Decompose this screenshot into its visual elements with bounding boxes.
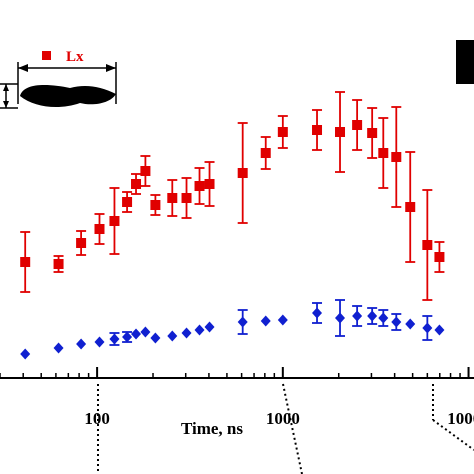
data-point <box>109 333 120 345</box>
data-point <box>312 307 323 319</box>
data-point <box>109 216 120 226</box>
data-point <box>20 348 31 360</box>
data-point <box>335 127 346 137</box>
data-point <box>391 316 402 328</box>
data-point <box>94 224 105 234</box>
data-point <box>237 168 248 178</box>
data-point <box>76 238 87 248</box>
data-point <box>167 193 178 203</box>
data-point <box>312 125 323 135</box>
data-point <box>405 318 416 330</box>
data-point <box>434 252 445 262</box>
data-point <box>94 336 105 348</box>
data-point <box>150 200 161 210</box>
data-point <box>237 316 248 328</box>
data-point <box>277 127 288 137</box>
data-point <box>181 193 192 203</box>
data-point <box>122 331 133 343</box>
dotted-guides <box>97 383 474 474</box>
data-point <box>20 257 31 267</box>
data-point <box>122 197 133 207</box>
data-point <box>378 312 389 324</box>
data-point <box>260 148 271 158</box>
data-point <box>367 128 378 138</box>
data-point <box>367 310 378 322</box>
data-point <box>131 179 142 189</box>
data-point <box>260 315 271 327</box>
x-axis-label: Time, ns <box>181 419 243 438</box>
legend-marker <box>42 51 51 60</box>
data-point <box>277 314 288 326</box>
data-point <box>150 332 161 344</box>
data-point <box>204 321 215 333</box>
x-tick-label: 1000 <box>266 409 300 428</box>
inset-drawing <box>0 62 117 109</box>
data-point <box>140 326 151 338</box>
data-point <box>378 148 389 158</box>
data-point <box>194 181 205 191</box>
data-point <box>391 152 402 162</box>
data-point <box>131 328 142 340</box>
data-point <box>422 240 433 250</box>
data-point <box>422 322 433 334</box>
data-point <box>352 120 363 130</box>
data-point <box>434 324 445 336</box>
data-point <box>53 342 64 354</box>
x-tick-label: 100 <box>84 409 110 428</box>
data-point <box>194 324 205 336</box>
data-point <box>140 166 151 176</box>
data-point <box>53 259 64 269</box>
data-point <box>204 179 215 189</box>
legend-label: Lx <box>66 49 84 65</box>
panel-label-box <box>456 40 474 84</box>
x-tick-label: 10000 <box>447 409 474 428</box>
data-point <box>352 310 363 322</box>
data-point <box>167 330 178 342</box>
data-point <box>181 327 192 339</box>
data-point <box>335 312 346 324</box>
data-point <box>76 338 87 350</box>
data-point <box>405 202 416 212</box>
